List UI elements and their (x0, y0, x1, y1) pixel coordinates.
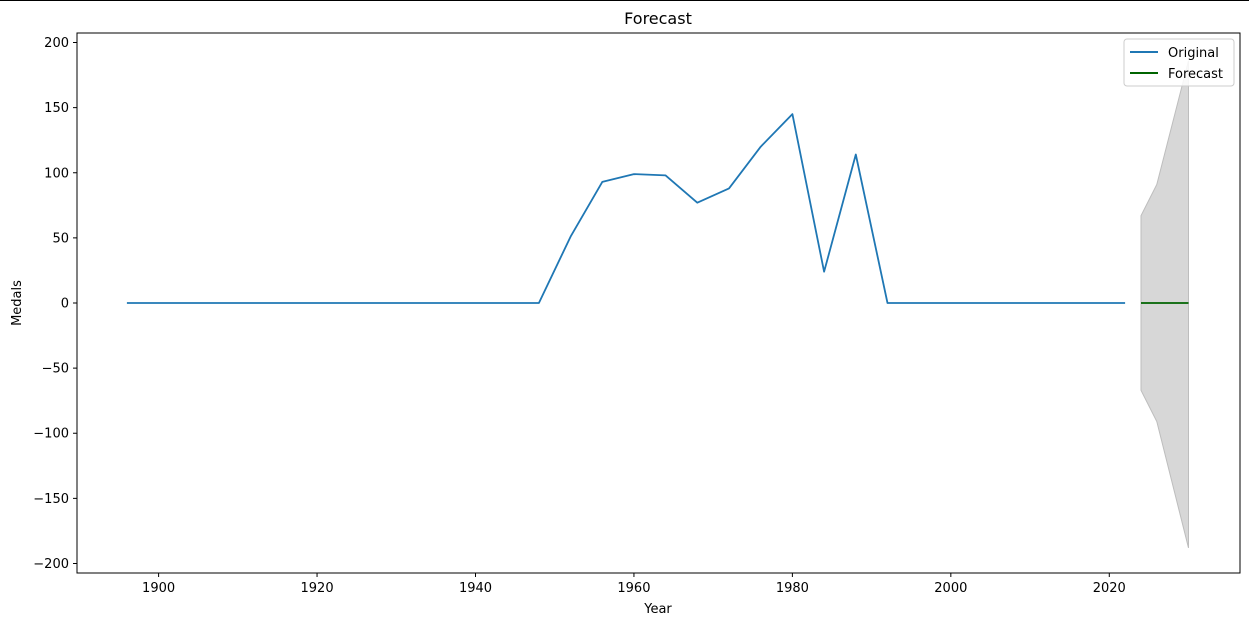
y-axis-label: Medals (10, 280, 25, 326)
y-tick-label: 150 (44, 101, 69, 116)
legend: Original Forecast (1124, 39, 1234, 86)
legend-label-original: Original (1168, 46, 1219, 61)
x-tick-label: 1940 (459, 581, 492, 596)
y-tick-label: −150 (33, 492, 69, 507)
x-tick-label: 1900 (142, 581, 175, 596)
x-tick-label: 1960 (617, 581, 650, 596)
y-tick-label: −50 (42, 362, 69, 377)
legend-label-forecast: Forecast (1168, 67, 1223, 82)
top-border (0, 0, 1249, 1)
series-layer (127, 114, 1189, 303)
chart-title: Forecast (624, 9, 692, 28)
x-axis-ticks: 1900 1920 1940 1960 1980 2000 2020 (142, 573, 1126, 596)
series-line-original (127, 114, 1125, 303)
y-tick-label: 0 (61, 297, 69, 312)
y-tick-label: −100 (33, 427, 69, 442)
x-tick-label: 1980 (776, 581, 809, 596)
y-tick-label: −200 (33, 557, 69, 572)
confidence-band-layer (1141, 61, 1189, 548)
y-tick-label: 200 (44, 36, 69, 51)
x-axis-label: Year (643, 602, 672, 617)
y-tick-label: 100 (44, 166, 69, 181)
x-tick-label: 2020 (1093, 581, 1126, 596)
x-tick-label: 1920 (301, 581, 334, 596)
y-tick-label: 50 (52, 231, 69, 246)
y-axis-ticks: 200 150 100 50 0 −50 −100 −150 −200 (33, 36, 77, 572)
confidence-band (1141, 61, 1189, 548)
x-tick-label: 2000 (934, 581, 967, 596)
